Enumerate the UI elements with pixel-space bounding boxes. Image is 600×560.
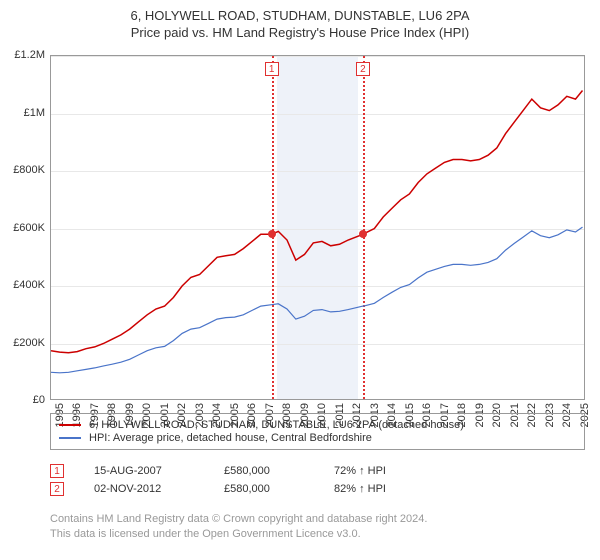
- sales-row-date: 02-NOV-2012: [94, 483, 194, 495]
- sale-point-icon: [268, 230, 276, 238]
- legend-swatch-icon: [59, 424, 81, 426]
- sales-row-marker-icon: 2: [50, 482, 64, 496]
- sales-row: 1 15-AUG-2007 £580,000 72% ↑ HPI: [50, 464, 434, 478]
- sales-row-price: £580,000: [224, 465, 304, 477]
- sales-row-pct: 82% ↑ HPI: [334, 483, 434, 495]
- title-address: 6, HOLYWELL ROAD, STUDHAM, DUNSTABLE, LU…: [0, 8, 600, 23]
- footnote: Contains HM Land Registry data © Crown c…: [50, 512, 427, 542]
- sales-row-pct: 72% ↑ HPI: [334, 465, 434, 477]
- plot-region: 12: [50, 55, 585, 400]
- title-block: 6, HOLYWELL ROAD, STUDHAM, DUNSTABLE, LU…: [0, 0, 600, 40]
- legend-row: 6, HOLYWELL ROAD, STUDHAM, DUNSTABLE, LU…: [59, 419, 576, 431]
- legend-label: 6, HOLYWELL ROAD, STUDHAM, DUNSTABLE, LU…: [89, 419, 464, 431]
- legend-label: HPI: Average price, detached house, Cent…: [89, 432, 372, 444]
- footnote-line2: This data is licensed under the Open Gov…: [50, 527, 427, 542]
- y-axis-label: £1.2M: [5, 49, 45, 61]
- footnote-line1: Contains HM Land Registry data © Crown c…: [50, 512, 427, 527]
- sales-row-date: 15-AUG-2007: [94, 465, 194, 477]
- sales-row-marker-icon: 1: [50, 464, 64, 478]
- sale-point-icon: [359, 230, 367, 238]
- y-axis-label: £200K: [5, 337, 45, 349]
- legend-swatch-icon: [59, 437, 81, 439]
- title-subtitle: Price paid vs. HM Land Registry's House …: [0, 25, 600, 40]
- y-axis-label: £400K: [5, 279, 45, 291]
- sales-row: 2 02-NOV-2012 £580,000 82% ↑ HPI: [50, 482, 434, 496]
- legend-row: HPI: Average price, detached house, Cent…: [59, 432, 576, 444]
- series-svg: [51, 56, 586, 401]
- y-axis-label: £800K: [5, 164, 45, 176]
- legend: 6, HOLYWELL ROAD, STUDHAM, DUNSTABLE, LU…: [50, 413, 585, 450]
- series-price_paid: [51, 91, 583, 353]
- y-axis-label: £0: [5, 394, 45, 406]
- sales-table: 1 15-AUG-2007 £580,000 72% ↑ HPI 2 02-NOV-201…: [50, 460, 434, 500]
- series-hpi: [51, 227, 583, 373]
- chart-area: 12 £0£200K£400K£600K£800K£1M£1.2M1995199…: [50, 55, 585, 400]
- y-axis-label: £1M: [5, 107, 45, 119]
- sales-row-price: £580,000: [224, 483, 304, 495]
- y-axis-label: £600K: [5, 222, 45, 234]
- chart-container: 6, HOLYWELL ROAD, STUDHAM, DUNSTABLE, LU…: [0, 0, 600, 560]
